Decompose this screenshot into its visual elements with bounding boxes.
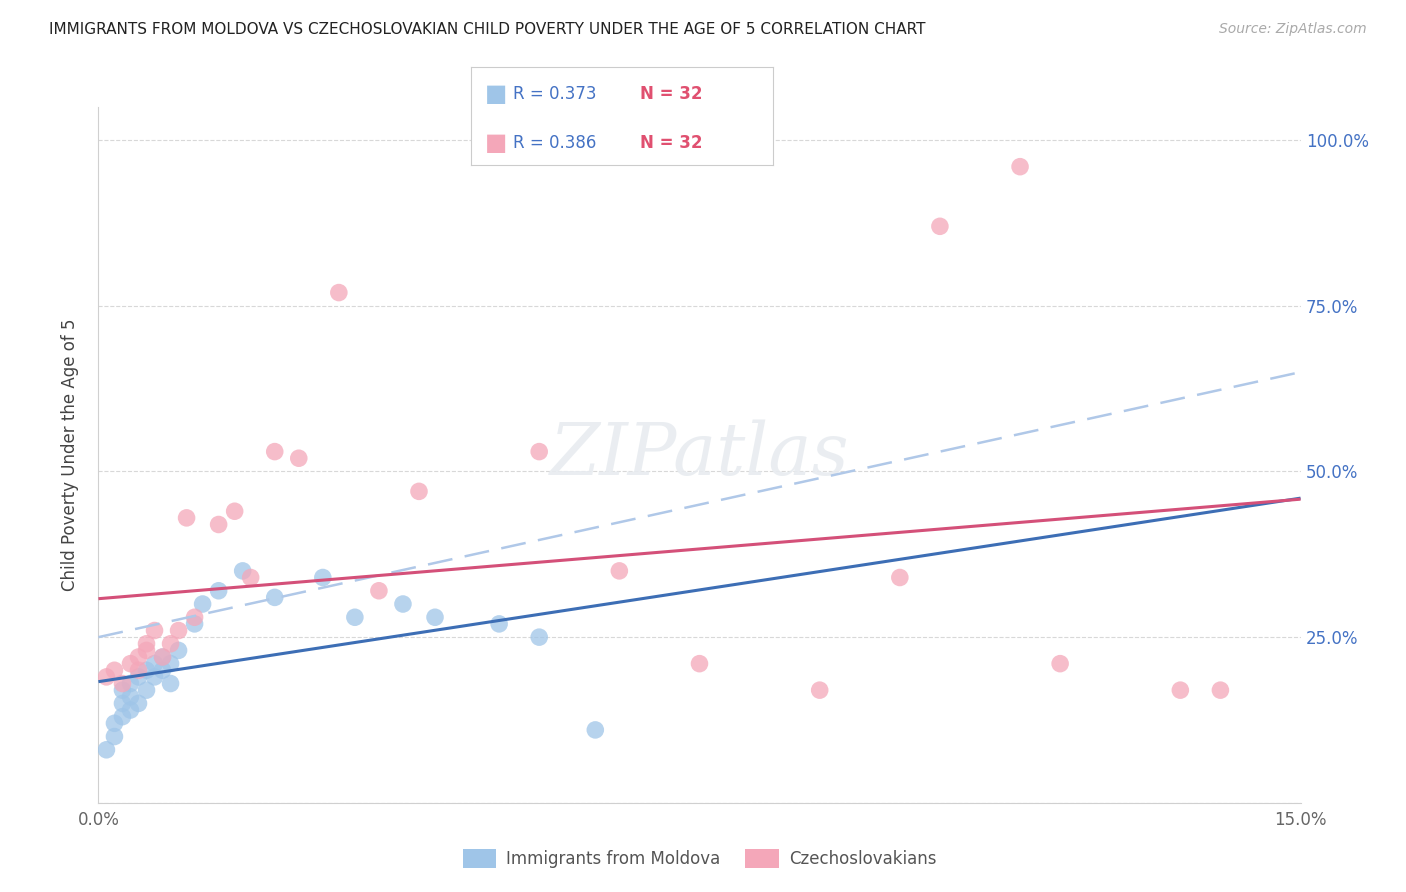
Point (135, 683, 157, 698)
Point (263, 444, 285, 458)
Point (343, 610, 366, 624)
Text: R = 0.386: R = 0.386 (513, 135, 596, 153)
Point (120, 690, 142, 704)
Point (889, 570, 911, 584)
Point (167, 643, 190, 657)
Point (328, 285, 350, 300)
Point (176, 511, 198, 525)
Point (232, 564, 254, 578)
Point (583, 723, 606, 737)
Point (288, 451, 311, 466)
Point (152, 650, 174, 665)
Text: N = 32: N = 32 (640, 135, 702, 153)
Point (609, 564, 631, 578)
Point (103, 663, 125, 677)
Point (529, 630, 551, 644)
Point (111, 709, 134, 723)
Text: IMMIGRANTS FROM MOLDOVA VS CZECHOSLOVAKIAN CHILD POVERTY UNDER THE AGE OF 5 CORR: IMMIGRANTS FROM MOLDOVA VS CZECHOSLOVAKI… (49, 22, 925, 37)
Text: ■: ■ (485, 82, 508, 106)
Point (120, 676, 142, 690)
Point (120, 657, 142, 671)
Point (239, 570, 262, 584)
Point (529, 444, 551, 458)
Text: ■: ■ (485, 131, 508, 155)
Point (423, 610, 446, 624)
Point (143, 657, 166, 671)
Point (368, 583, 391, 598)
Point (159, 657, 181, 671)
Point (929, 219, 952, 234)
Point (103, 730, 125, 744)
Point (159, 637, 181, 651)
Point (143, 624, 166, 638)
Point (183, 616, 205, 631)
Point (143, 670, 166, 684)
Point (191, 597, 214, 611)
Point (408, 484, 430, 499)
Point (1049, 657, 1071, 671)
Point (128, 650, 150, 665)
Text: ZIPatlas: ZIPatlas (550, 419, 849, 491)
Point (135, 663, 157, 677)
Point (208, 517, 231, 532)
Point (808, 683, 831, 698)
Point (488, 616, 510, 631)
Point (312, 570, 335, 584)
Point (1010, 160, 1032, 174)
Point (111, 683, 134, 698)
Point (224, 504, 246, 518)
Point (135, 643, 157, 657)
Point (1209, 683, 1232, 698)
Point (208, 583, 231, 598)
Point (392, 597, 415, 611)
Point (128, 697, 150, 711)
Text: R = 0.373: R = 0.373 (513, 86, 596, 103)
Y-axis label: Child Poverty Under the Age of 5: Child Poverty Under the Age of 5 (60, 318, 79, 591)
Point (167, 624, 190, 638)
Point (135, 637, 157, 651)
Point (159, 676, 181, 690)
Point (689, 657, 711, 671)
Point (111, 676, 134, 690)
Point (96, 670, 118, 684)
Point (183, 610, 205, 624)
Point (111, 697, 134, 711)
Text: N = 32: N = 32 (640, 86, 702, 103)
Text: Source: ZipAtlas.com: Source: ZipAtlas.com (1219, 22, 1367, 37)
Legend: Immigrants from Moldova, Czechoslovakians: Immigrants from Moldova, Czechoslovakian… (456, 842, 943, 874)
Point (152, 650, 174, 665)
Point (1170, 683, 1192, 698)
Point (120, 703, 142, 717)
Point (263, 591, 285, 605)
Point (152, 663, 174, 677)
Point (128, 670, 150, 684)
Point (128, 663, 150, 677)
Point (103, 716, 125, 731)
Point (96, 743, 118, 757)
